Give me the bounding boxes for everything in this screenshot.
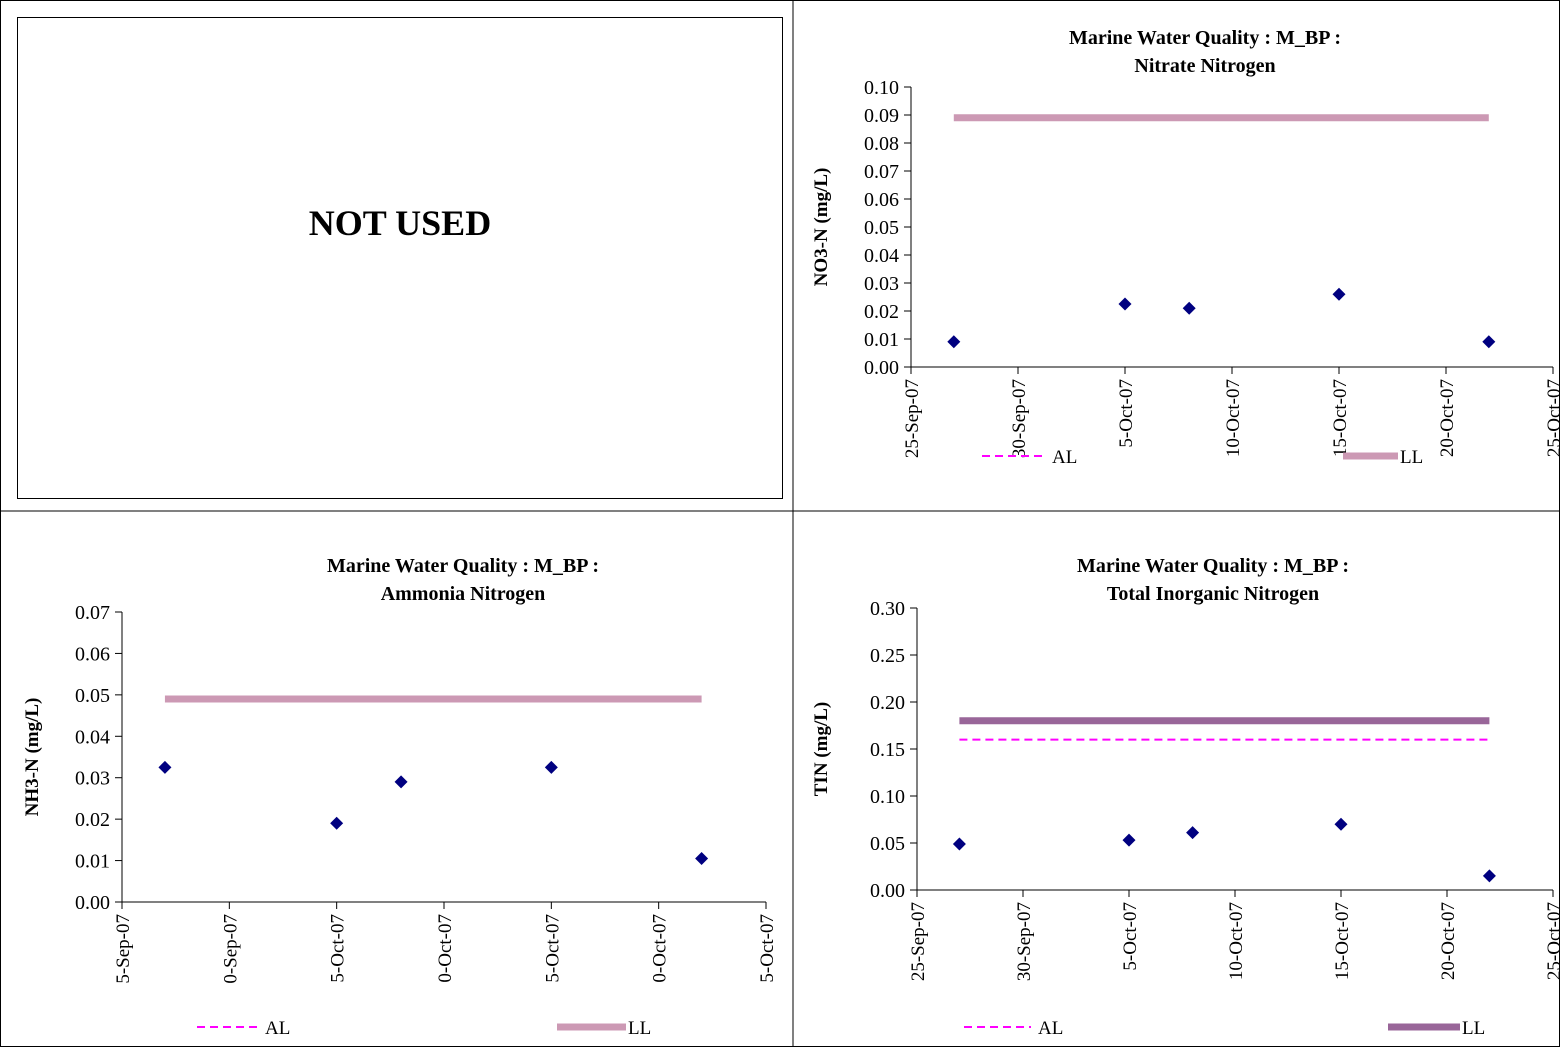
y-tick-label: 0.00 [864, 357, 899, 379]
x-tick-label: 30-Sep-07 [1009, 379, 1030, 458]
legend-al-label: AL [265, 1018, 290, 1039]
y-tick-label: 0.02 [864, 301, 899, 323]
x-tick-label: 15-Oct-07 [1330, 379, 1351, 457]
y-tick-label: 0.09 [864, 105, 899, 127]
data-point [394, 775, 408, 789]
y-axis-label: NO3-N (mg/L) [811, 168, 832, 287]
x-tick-label: 15-Oct-07 [1332, 902, 1353, 980]
y-tick-label: 0.03 [864, 273, 899, 295]
data-point [1122, 833, 1136, 847]
chart-title-line-2: Ammonia Nitrogen [381, 583, 546, 605]
y-tick-label: 0.04 [75, 726, 110, 748]
y-tick-label: 0.05 [870, 833, 905, 855]
legend-ll-label: LL [1400, 447, 1423, 468]
x-tick-label: 0-Sep-07 [220, 914, 241, 984]
y-tick-label: 0.01 [75, 851, 110, 873]
not-used-label: NOT USED [308, 203, 492, 243]
x-tick-label: 5-Oct-07 [542, 914, 563, 983]
x-tick-label: 25-Sep-07 [902, 379, 923, 458]
legend-al-label: AL [1038, 1018, 1063, 1039]
x-tick-label: 5-Sep-07 [113, 914, 134, 984]
data-point [1332, 287, 1346, 301]
x-tick-label: 5-Oct-07 [1116, 379, 1137, 448]
x-tick-label: 25-Oct-07 [1544, 379, 1560, 457]
y-tick-label: 0.06 [75, 643, 110, 665]
chart-title-line-1: Marine Water Quality : M_BP : [327, 555, 599, 577]
y-tick-label: 0.10 [864, 77, 899, 99]
y-tick-label: 0.02 [75, 809, 110, 831]
y-tick-label: 0.04 [864, 245, 899, 267]
x-tick-label: 20-Oct-07 [1437, 379, 1458, 457]
data-point [158, 760, 172, 774]
legend-ll-label: LL [1462, 1018, 1485, 1039]
data-point [1482, 335, 1496, 349]
data-point [947, 335, 961, 349]
x-tick-label: 30-Sep-07 [1014, 902, 1035, 981]
data-point [1482, 869, 1496, 883]
x-tick-label: 0-Oct-07 [650, 914, 671, 983]
legend-al-label: AL [1052, 447, 1077, 468]
y-tick-label: 0.20 [870, 692, 905, 714]
y-tick-label: 0.03 [75, 768, 110, 790]
y-tick-label: 0.30 [870, 598, 905, 620]
chart-title-line-1: Marine Water Quality : M_BP : [1077, 555, 1349, 577]
y-axis-label: TIN (mg/L) [811, 702, 832, 796]
x-tick-label: 5-Oct-07 [328, 914, 349, 983]
y-tick-label: 0.10 [870, 786, 905, 808]
data-point [1182, 301, 1196, 315]
data-point [695, 852, 709, 865]
data-point [952, 837, 966, 851]
data-point [544, 760, 558, 774]
data-point [1118, 297, 1132, 311]
chart-title-line-2: Nitrate Nitrogen [1134, 55, 1275, 77]
data-point [1186, 826, 1200, 840]
legend-ll-label: LL [628, 1018, 651, 1039]
y-tick-label: 0.05 [75, 685, 110, 707]
data-point [1334, 817, 1348, 831]
x-tick-label: 0-Oct-07 [435, 914, 456, 983]
y-axis-label: NH3-N (mg/L) [22, 698, 43, 817]
y-tick-label: 0.06 [864, 189, 899, 211]
x-tick-label: 10-Oct-07 [1223, 379, 1244, 457]
y-tick-label: 0.01 [864, 329, 899, 351]
y-tick-label: 0.08 [864, 133, 899, 155]
y-tick-label: 0.00 [75, 892, 110, 914]
x-tick-label: 25-Sep-07 [908, 902, 929, 981]
y-tick-label: 0.05 [864, 217, 899, 239]
chart-title-line-1: Marine Water Quality : M_BP : [1069, 27, 1341, 49]
y-tick-label: 0.00 [870, 880, 905, 902]
chart-title-line-2: Total Inorganic Nitrogen [1107, 583, 1319, 605]
x-tick-label: 20-Oct-07 [1438, 902, 1459, 980]
x-tick-label: 5-Oct-07 [757, 914, 778, 983]
data-point [330, 816, 344, 830]
unused-panel: NOT USED [17, 17, 783, 499]
y-tick-label: 0.07 [864, 161, 899, 183]
x-tick-label: 25-Oct-07 [1544, 902, 1560, 980]
y-tick-label: 0.07 [75, 602, 110, 624]
y-tick-label: 0.15 [870, 739, 905, 761]
x-tick-label: 10-Oct-07 [1226, 902, 1247, 980]
x-tick-label: 5-Oct-07 [1120, 902, 1141, 971]
y-tick-label: 0.25 [870, 645, 905, 667]
